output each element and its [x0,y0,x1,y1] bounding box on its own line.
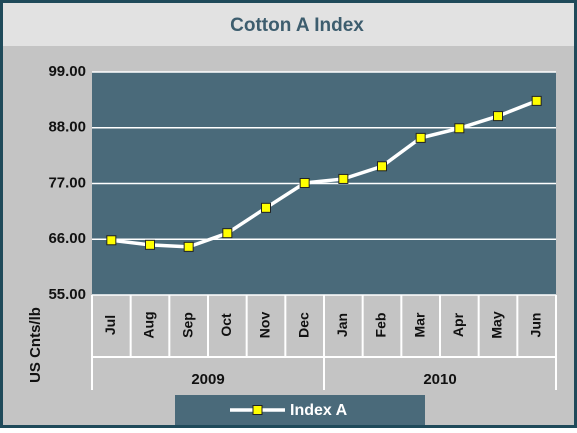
title-band [0,0,577,46]
legend-box [175,395,425,425]
x-tick-label: Apr [450,312,466,337]
point-marker [299,177,310,188]
group-label: 2010 [423,371,456,388]
group-label: 2009 [191,371,224,388]
point-marker [338,173,349,184]
x-tick-label: Feb [373,313,389,338]
y-tick-label: 77.00 [48,174,86,191]
point-marker [415,132,426,143]
x-tick-label: Mar [411,312,427,337]
point-marker [106,235,117,246]
x-tick-label: Nov [257,312,273,339]
x-tick-label: Oct [218,313,234,337]
y-tick-label: 99.00 [48,63,86,80]
y-tick-label: 55.00 [48,286,86,303]
point-marker [145,239,155,250]
x-tick-label: Sep [179,312,195,338]
point-marker [377,161,387,172]
point-marker [222,228,233,239]
x-tick-label: Dec [295,312,311,338]
x-tick-label: Jun [527,313,543,338]
y-axis-label: US Cnts/lb [27,307,44,383]
legend-label: Index A [290,402,348,419]
chart-title: Cotton A Index [230,15,364,36]
point-marker [493,111,503,122]
legend-marker [252,405,263,415]
y-tick-label: 88.00 [48,119,86,136]
series-line [111,99,538,249]
x-tick-label: Aug [141,311,157,338]
point-marker [183,241,194,252]
y-tick-label: 66.00 [48,230,86,247]
point-marker [454,123,465,134]
x-tick-label: Jan [334,313,350,337]
point-marker [531,95,542,106]
point-marker [261,202,271,213]
x-tick-label: Jul [102,315,118,335]
x-tick-label: May [489,311,505,338]
